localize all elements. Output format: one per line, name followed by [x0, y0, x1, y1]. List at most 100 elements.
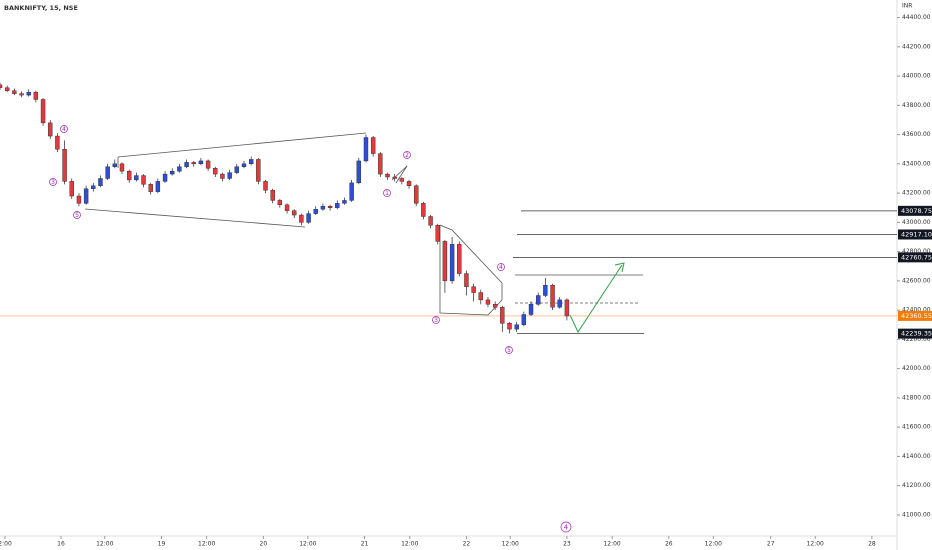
wave-label: 1: [385, 190, 389, 197]
level-label-box: [898, 252, 932, 263]
candle-body: [514, 324, 519, 330]
candle-body: [342, 200, 347, 204]
level-label-box: [898, 229, 932, 240]
x-tick-label: 28: [868, 541, 876, 548]
candle-body: [213, 168, 218, 175]
x-tick-label: 26: [665, 541, 673, 548]
wave-label: 5: [75, 212, 79, 219]
x-tick-label: 16: [57, 541, 65, 548]
y-tick-label: 41600.00: [902, 424, 931, 431]
candle-body: [83, 188, 89, 204]
wave-circle: [60, 125, 68, 133]
candle-body: [543, 285, 548, 296]
candle-body: [0, 84, 3, 88]
candle-body: [4, 87, 10, 91]
candle-body: [363, 137, 369, 162]
candle-body: [170, 170, 175, 175]
candle-body: [40, 99, 46, 124]
y-tick-label: 41800.00: [902, 394, 931, 401]
x-tick-label: 12:00: [299, 541, 316, 548]
x-tick-label: 20: [260, 541, 268, 548]
level-label-box: [898, 328, 932, 339]
y-tick-label: 41400.00: [902, 453, 931, 460]
candle-body: [536, 295, 541, 305]
candle-body: [227, 172, 232, 179]
candle-body: [492, 304, 498, 308]
candle-body: [421, 203, 426, 217]
candle-body: [457, 244, 462, 274]
wave-circle: [497, 263, 505, 271]
wave-circle: [73, 211, 81, 219]
candle-body: [507, 323, 512, 330]
candle-body: [205, 160, 211, 169]
candle-body: [292, 210, 297, 216]
level-label: 42917.10: [901, 230, 932, 238]
candle-body: [19, 93, 24, 96]
y-tick-label: 44400.00: [902, 14, 931, 21]
wave-label: 4: [499, 264, 503, 271]
candle-body: [306, 213, 311, 223]
triangle: [391, 165, 408, 184]
x-tick-label: 21: [361, 541, 369, 548]
chart-title: BANKNIFTY, 15, NSE: [4, 4, 78, 12]
wave-label: 3: [51, 179, 55, 186]
candle-body: [378, 153, 383, 175]
candle-body: [48, 122, 53, 137]
candle-body: [234, 166, 240, 173]
x-tick-label: 12:00: [603, 541, 620, 548]
wave-circle: [383, 189, 391, 197]
candle-body: [564, 299, 570, 317]
arrow-head: [614, 262, 625, 273]
candle-body: [385, 173, 390, 178]
candle-body: [349, 182, 354, 201]
x-tick-label: 12:00: [502, 541, 519, 548]
candle-body: [148, 184, 153, 192]
candle-body: [198, 160, 204, 165]
y-tick-label: 43800.00: [902, 102, 931, 109]
trendline: [84, 208, 306, 228]
level-label: 42760.75: [901, 253, 932, 261]
candle-body: [12, 90, 17, 94]
candle-body: [557, 299, 562, 308]
currency: INR: [902, 3, 912, 10]
candle-body: [399, 178, 405, 182]
candle-body: [155, 181, 161, 192]
x-tick-label: 2:00: [0, 541, 12, 548]
candle-body: [141, 175, 146, 185]
y-tick-label: 41000.00: [902, 511, 931, 518]
wave-label: 4: [564, 524, 569, 532]
y-tick-label: 42000.00: [902, 365, 931, 372]
candle-body: [521, 314, 527, 325]
wave-label: 5: [507, 347, 511, 354]
y-tick-label: 42600.00: [902, 277, 931, 284]
candle-body: [485, 299, 491, 305]
y-tick-label: 42200.00: [902, 336, 931, 343]
trendline: [117, 132, 367, 158]
y-tick-label: 42800.00: [902, 248, 931, 255]
candle-body: [184, 162, 189, 167]
wave-label: 2: [405, 152, 409, 159]
y-tick-label: 42400.00: [902, 307, 931, 314]
x-tick-label: 12:00: [705, 541, 722, 548]
wave-label: 4: [62, 126, 66, 133]
candle-body: [449, 244, 455, 282]
candle-body: [91, 185, 96, 189]
wave-circle: [560, 521, 572, 533]
x-tick-label: 22: [463, 541, 471, 548]
wave-circle: [432, 316, 440, 324]
candle-body: [76, 195, 82, 204]
candle-body: [126, 170, 132, 181]
candle-body: [69, 181, 74, 197]
x-tick-label: 12:00: [96, 541, 113, 548]
candle-body: [248, 159, 254, 165]
candle-body: [112, 163, 118, 167]
y-tick-label: 44200.00: [902, 43, 931, 50]
x-tick-label: 19: [158, 541, 166, 548]
candle-body: [478, 292, 483, 301]
candle-body: [414, 185, 419, 204]
candle-body: [256, 159, 261, 182]
last-price-label: 42360.55: [901, 312, 932, 320]
candle-body: [98, 178, 103, 186]
candle-body: [177, 166, 182, 172]
candle-body: [406, 181, 412, 186]
